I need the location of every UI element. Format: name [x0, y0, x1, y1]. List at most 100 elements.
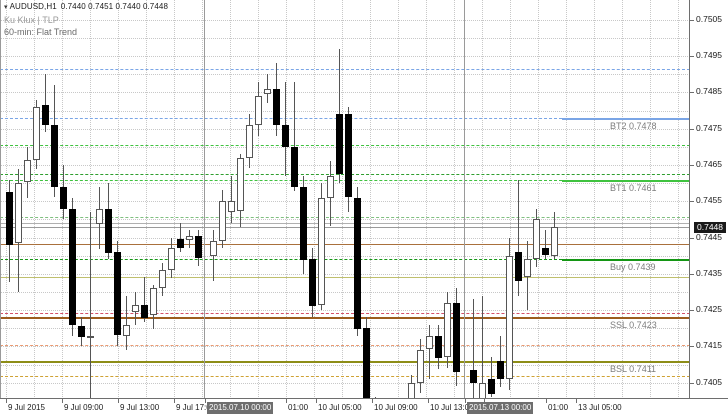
- level-line: [0, 376, 690, 377]
- price-tick: [690, 129, 694, 130]
- candle-wick: [545, 230, 546, 259]
- time-tick: [174, 399, 175, 403]
- horizontal-gridline: [0, 365, 690, 366]
- vertical-gridline: [622, 0, 623, 399]
- candle-wick: [491, 357, 492, 397]
- current-price-badge: 0.7448: [694, 222, 726, 233]
- chart-header: ▾ AUDUSD,H1 0.7440 0.7451 0.7440 0.7448 Ku…: [4, 1, 168, 38]
- time-tick: [316, 399, 317, 403]
- level-line: [0, 317, 562, 319]
- candle-body: [33, 107, 40, 160]
- level-line: [562, 361, 690, 363]
- horizontal-gridline: [0, 292, 690, 293]
- candle-wick: [267, 74, 268, 103]
- candle-wick: [90, 212, 91, 399]
- price-tick-label: 0.7475: [696, 123, 722, 133]
- vertical-gridline: [34, 0, 35, 399]
- horizontal-gridline: [0, 274, 690, 275]
- price-tick-label: 0.7425: [696, 304, 722, 314]
- candle-body: [177, 239, 184, 248]
- level-label-bt1: BT1 0.7461: [610, 183, 657, 193]
- triangle-down-icon[interactable]: ▾: [4, 4, 8, 11]
- vertical-gridline: [174, 0, 175, 399]
- indicator-name-label: Ku Klux | TLP: [4, 15, 59, 25]
- level-line: [562, 118, 690, 120]
- horizontal-gridline: [0, 346, 690, 347]
- level-line: [0, 217, 690, 218]
- horizontal-gridline: [0, 201, 690, 202]
- horizontal-gridline: [0, 92, 690, 93]
- vertical-gridline: [398, 0, 399, 399]
- time-tick: [6, 399, 7, 403]
- candle-body: [264, 89, 271, 94]
- vertical-gridline: [342, 0, 343, 399]
- candle-body: [336, 114, 343, 174]
- candle-body: [210, 241, 217, 256]
- horizontal-gridline: [0, 74, 690, 75]
- candle-wick: [45, 74, 46, 132]
- level-line: [0, 345, 690, 346]
- candle-body: [60, 187, 67, 209]
- level-line: [0, 361, 562, 363]
- horizontal-gridline: [0, 256, 690, 257]
- vertical-gridline: [426, 0, 427, 399]
- time-axis[interactable]: 9 Jul 2015 9 Jul 09:00 9 Jul 13:00 9 Jul 17…: [0, 399, 728, 414]
- period-separator: [464, 0, 465, 399]
- candle-body: [435, 336, 442, 358]
- vertical-gridline: [370, 0, 371, 399]
- price-axis[interactable]: 0.7505 0.7495 0.7485 0.7475 0.7465 0.7455 0.74…: [690, 0, 728, 399]
- candle-body: [228, 201, 235, 212]
- candle-body: [453, 303, 460, 372]
- time-tick: [546, 399, 547, 403]
- candle-wick: [231, 176, 232, 223]
- level-line: [0, 180, 562, 181]
- time-tick-label: 10 Jul 13:00: [430, 403, 474, 412]
- candle-wick: [473, 299, 474, 399]
- symbol-period-label: AUDUSD,H1: [9, 2, 57, 11]
- candle-body: [515, 252, 522, 281]
- vertical-gridline: [454, 0, 455, 399]
- candle-body: [426, 336, 433, 349]
- candle-body: [444, 303, 451, 357]
- horizontal-gridline: [0, 38, 690, 39]
- candle-body: [6, 192, 13, 245]
- time-tick: [372, 399, 373, 403]
- level-line: [0, 69, 690, 70]
- candle-body: [69, 209, 76, 325]
- price-tick-label: 0.7485: [696, 86, 722, 96]
- price-tick: [690, 92, 694, 93]
- price-tick: [690, 310, 694, 311]
- time-tick-label: 01:00: [288, 403, 309, 412]
- vertical-gridline: [314, 0, 315, 399]
- horizontal-gridline: [0, 20, 690, 21]
- horizontal-gridline: [0, 238, 690, 239]
- vertical-gridline: [202, 0, 203, 399]
- time-tick-label: 9 Jul 09:00: [64, 403, 104, 412]
- price-tick: [690, 20, 694, 21]
- candle-body: [318, 198, 325, 305]
- candle-body: [219, 201, 226, 241]
- candle-body: [309, 259, 316, 306]
- horizontal-gridline: [0, 56, 690, 57]
- chart-plot-area[interactable]: BT2 0.7478 BT1 0.7461 Buy 0.7439 SSL 0.7423…: [0, 0, 690, 399]
- time-tick: [484, 399, 485, 403]
- time-tick-label: 01:00: [548, 403, 569, 412]
- candle-body: [96, 209, 103, 224]
- candle-body: [123, 325, 130, 336]
- level-line: [0, 313, 690, 314]
- period-separator: [204, 0, 205, 399]
- vertical-gridline: [482, 0, 483, 399]
- candle-body: [42, 105, 49, 125]
- time-tick-label: 10 Jul 05:00: [318, 403, 362, 412]
- time-tick: [576, 399, 577, 403]
- candle-wick: [180, 223, 181, 252]
- candle-body: [24, 160, 31, 182]
- vertical-gridline: [566, 0, 567, 399]
- candle-body: [327, 176, 334, 198]
- vertical-gridline: [538, 0, 539, 399]
- candle-body: [497, 361, 504, 379]
- candle-body: [506, 256, 513, 379]
- candle-body: [291, 147, 298, 187]
- candle-body: [300, 187, 307, 260]
